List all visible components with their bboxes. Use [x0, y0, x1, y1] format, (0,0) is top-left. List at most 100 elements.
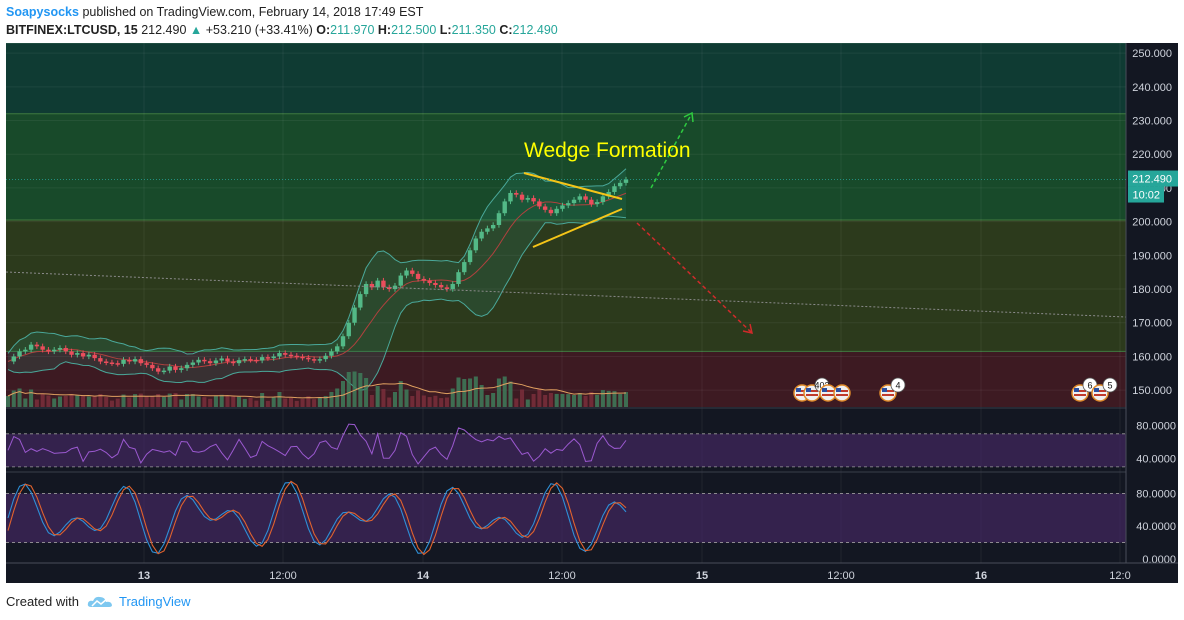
volume-bar: [606, 390, 611, 407]
zone-band: [6, 113, 1126, 220]
countdown-tag: [1128, 186, 1164, 203]
candle-body: [346, 322, 351, 337]
volume-bar: [323, 396, 328, 407]
price-chart[interactable]: Wedge Formation 403 4 6 5 250.000 240.000 230…: [5, 42, 1178, 583]
volume-bar: [398, 381, 403, 407]
candle-body: [34, 344, 40, 347]
stoch-d-line: [7, 480, 627, 556]
flag-stripe: [1074, 394, 1086, 396]
time-tick-label: 12:00: [548, 570, 576, 582]
volume-bar: [288, 397, 294, 407]
us-flag-icon: [833, 384, 851, 402]
volume-bar: [525, 399, 530, 407]
candle-body: [427, 280, 432, 283]
flag-canton: [796, 388, 801, 392]
rsi-band: [6, 433, 1126, 467]
volume-bar: [57, 396, 63, 407]
candle-body: [542, 206, 548, 210]
stoch-tick-label: 40.0000: [1136, 521, 1176, 533]
candle-body: [202, 359, 207, 362]
candle-body: [323, 355, 328, 360]
candle-body: [618, 182, 623, 187]
chart-area[interactable]: Wedge Formation 403 4 6 5 250.000 240.000 230…: [5, 42, 1178, 583]
candle-body: [398, 275, 403, 286]
volume-bar: [294, 400, 299, 407]
candle-body: [537, 201, 542, 207]
candle-body: [479, 231, 484, 239]
candle-body: [11, 356, 16, 362]
bollinger-upper: [7, 168, 627, 355]
event-count-label: 403: [814, 381, 829, 391]
bullish-arrow-head: [683, 111, 694, 123]
volume-bar: [444, 397, 449, 407]
volume-bar: [98, 394, 103, 407]
volume-bar: [52, 398, 57, 407]
tradingview-link[interactable]: TradingView: [118, 594, 191, 609]
candle-body: [311, 359, 317, 361]
candle-body: [519, 194, 525, 200]
flag-canton: [1074, 388, 1079, 392]
wedge-lower-line: [532, 208, 623, 248]
candle-body: [69, 351, 74, 355]
stoch-tick-label: 80.0000: [1136, 488, 1176, 500]
candle-body: [28, 344, 34, 350]
candle-body: [265, 357, 271, 359]
candle-body: [179, 368, 184, 370]
volume-bar: [254, 400, 259, 407]
volume-bar: [86, 396, 91, 407]
volume-bar: [456, 377, 461, 407]
candle-body: [433, 282, 438, 285]
candle-body: [335, 346, 340, 352]
volume-bar: [508, 381, 513, 407]
volume-bar: [543, 395, 548, 407]
price-tick-label: 150.000: [1132, 385, 1172, 397]
candle-body: [444, 287, 450, 290]
zone-band: [6, 219, 1126, 352]
candle-body: [606, 191, 611, 197]
volume-bar: [583, 396, 588, 407]
stoch-k-line: [7, 481, 627, 554]
candle-body: [300, 356, 305, 359]
flag-stripe: [882, 390, 894, 392]
candle-body: [127, 359, 132, 362]
user-drawings: Wedge Formation: [5, 111, 1127, 334]
volume-bar: [364, 378, 369, 407]
candle-body: [161, 370, 167, 373]
volume-bar: [75, 395, 80, 407]
flag-stripe: [796, 394, 808, 396]
time-tick-label: 14: [417, 570, 430, 582]
flag-stripe: [836, 394, 848, 396]
volume-bar: [23, 398, 28, 407]
event-count-label: 4: [895, 381, 900, 391]
flag-stripe: [882, 394, 894, 396]
candle-body: [467, 250, 473, 263]
candle-body: [219, 358, 224, 361]
volume-bar: [433, 395, 438, 407]
rsi-tick-label: 80.0000: [1136, 421, 1176, 433]
zone-bands: [6, 42, 1126, 407]
flag-stripe: [1094, 394, 1106, 396]
volume-bar: [595, 394, 600, 407]
volume-bar: [231, 396, 236, 407]
bullish-arrow-line: [650, 112, 693, 189]
candle-body: [340, 336, 346, 347]
candle-body: [173, 366, 178, 370]
rsi-line: [7, 423, 627, 465]
close-label: C:: [499, 23, 513, 37]
volume-bar: [392, 392, 397, 407]
candle-body: [462, 262, 467, 273]
volume-bar: [133, 394, 138, 407]
event-count-label: 5: [1107, 381, 1112, 391]
volume-bar: [340, 381, 346, 407]
candle-body: [167, 366, 172, 371]
flag-stripe: [1074, 390, 1086, 392]
candle-body: [554, 208, 559, 214]
candle-body: [57, 348, 63, 350]
author-link[interactable]: Soapysocks: [6, 5, 79, 19]
volume-bar: [496, 378, 501, 407]
volume-bar: [190, 394, 195, 407]
volume-bar: [491, 393, 496, 407]
close-value: 212.490: [512, 23, 558, 37]
volume-bar: [11, 390, 16, 407]
volume-bar: [335, 388, 340, 407]
